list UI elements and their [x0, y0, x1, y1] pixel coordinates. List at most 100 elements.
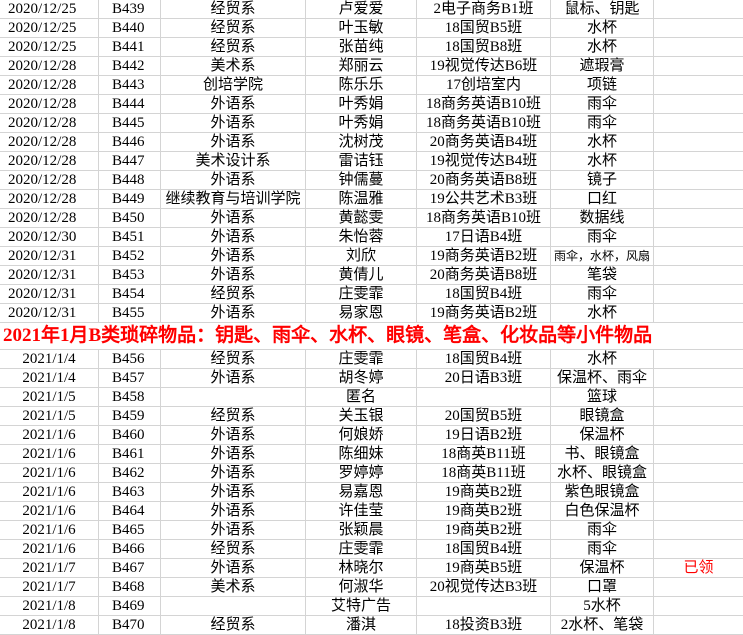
department-cell[interactable]: 外语系 — [161, 95, 306, 114]
note-cell[interactable] — [654, 190, 743, 209]
note-cell[interactable] — [654, 114, 743, 133]
class-cell[interactable] — [417, 597, 551, 616]
department-cell[interactable]: 外语系 — [161, 266, 306, 285]
code-cell[interactable]: B468 — [99, 578, 161, 597]
code-cell[interactable]: B456 — [99, 350, 161, 369]
name-cell[interactable]: 易嘉恩 — [306, 483, 417, 502]
department-cell[interactable]: 外语系 — [161, 114, 306, 133]
code-cell[interactable]: B457 — [99, 369, 161, 388]
note-cell[interactable] — [654, 445, 743, 464]
note-cell[interactable] — [654, 266, 743, 285]
class-cell[interactable]: 19商英B2班 — [417, 521, 551, 540]
date-cell[interactable]: 2020/12/30 — [0, 228, 99, 247]
note-cell[interactable] — [654, 350, 743, 369]
code-cell[interactable]: B459 — [99, 407, 161, 426]
code-cell[interactable]: B449 — [99, 190, 161, 209]
date-cell[interactable]: 2020/12/31 — [0, 285, 99, 304]
code-cell[interactable]: B455 — [99, 304, 161, 323]
department-cell[interactable]: 外语系 — [161, 464, 306, 483]
date-cell[interactable]: 2020/12/28 — [0, 57, 99, 76]
department-cell[interactable]: 经贸系 — [161, 350, 306, 369]
name-cell[interactable]: 张苗纯 — [306, 38, 417, 57]
department-cell[interactable]: 经贸系 — [161, 285, 306, 304]
note-cell[interactable] — [654, 407, 743, 426]
name-cell[interactable]: 刘欣 — [306, 247, 417, 266]
code-cell[interactable]: B443 — [99, 76, 161, 95]
name-cell[interactable]: 关玉银 — [306, 407, 417, 426]
date-cell[interactable]: 2021/1/6 — [0, 502, 99, 521]
date-cell[interactable]: 2020/12/28 — [0, 190, 99, 209]
date-cell[interactable]: 2021/1/7 — [0, 559, 99, 578]
department-cell[interactable]: 外语系 — [161, 247, 306, 266]
item-cell[interactable]: 雨伞 — [551, 285, 654, 304]
note-cell[interactable] — [654, 388, 743, 407]
name-cell[interactable]: 陈温雅 — [306, 190, 417, 209]
note-cell[interactable] — [654, 578, 743, 597]
item-cell[interactable]: 水杯 — [551, 19, 654, 38]
department-cell[interactable]: 外语系 — [161, 304, 306, 323]
code-cell[interactable]: B461 — [99, 445, 161, 464]
class-cell[interactable]: 20国贸B5班 — [417, 407, 551, 426]
note-cell[interactable] — [654, 616, 743, 635]
note-cell[interactable] — [654, 76, 743, 95]
note-cell[interactable] — [654, 38, 743, 57]
name-cell[interactable]: 张颖晨 — [306, 521, 417, 540]
date-cell[interactable]: 2020/12/31 — [0, 266, 99, 285]
note-cell[interactable] — [654, 426, 743, 445]
date-cell[interactable]: 2020/12/25 — [0, 0, 99, 19]
code-cell[interactable]: B452 — [99, 247, 161, 266]
date-cell[interactable]: 2020/12/25 — [0, 19, 99, 38]
class-cell[interactable]: 20日语B3班 — [417, 369, 551, 388]
class-cell[interactable]: 18商英B11班 — [417, 464, 551, 483]
name-cell[interactable]: 艾特广告 — [306, 597, 417, 616]
item-cell[interactable]: 雨伞，水杯，风扇 — [551, 247, 654, 266]
class-cell[interactable]: 18投资B3班 — [417, 616, 551, 635]
note-cell[interactable] — [654, 502, 743, 521]
code-cell[interactable]: B458 — [99, 388, 161, 407]
name-cell[interactable]: 钟儒蔓 — [306, 171, 417, 190]
code-cell[interactable]: B441 — [99, 38, 161, 57]
department-cell[interactable] — [161, 388, 306, 407]
item-cell[interactable]: 2水杯、笔袋 — [551, 616, 654, 635]
item-cell[interactable]: 遮瑕膏 — [551, 57, 654, 76]
class-cell[interactable]: 18国贸B4班 — [417, 285, 551, 304]
date-cell[interactable]: 2020/12/28 — [0, 152, 99, 171]
name-cell[interactable]: 何娘娇 — [306, 426, 417, 445]
class-cell[interactable] — [417, 388, 551, 407]
note-cell[interactable] — [654, 133, 743, 152]
item-cell[interactable]: 雨伞 — [551, 540, 654, 559]
note-cell[interactable] — [654, 464, 743, 483]
date-cell[interactable]: 2021/1/4 — [0, 350, 99, 369]
item-cell[interactable]: 镜子 — [551, 171, 654, 190]
date-cell[interactable]: 2021/1/8 — [0, 597, 99, 616]
department-cell[interactable] — [161, 597, 306, 616]
department-cell[interactable]: 外语系 — [161, 521, 306, 540]
department-cell[interactable]: 外语系 — [161, 209, 306, 228]
name-cell[interactable]: 朱怡蓉 — [306, 228, 417, 247]
item-cell[interactable]: 水杯 — [551, 304, 654, 323]
item-cell[interactable]: 保温杯 — [551, 559, 654, 578]
item-cell[interactable]: 紫色眼镜盒 — [551, 483, 654, 502]
note-cell[interactable] — [654, 521, 743, 540]
date-cell[interactable]: 2021/1/8 — [0, 616, 99, 635]
date-cell[interactable]: 2021/1/6 — [0, 483, 99, 502]
item-cell[interactable]: 水杯 — [551, 350, 654, 369]
code-cell[interactable]: B470 — [99, 616, 161, 635]
note-cell[interactable] — [654, 369, 743, 388]
date-cell[interactable]: 2020/12/31 — [0, 304, 99, 323]
note-cell[interactable] — [654, 95, 743, 114]
note-cell[interactable] — [654, 171, 743, 190]
name-cell[interactable]: 易家恩 — [306, 304, 417, 323]
date-cell[interactable]: 2020/12/25 — [0, 38, 99, 57]
class-cell[interactable]: 17创培室内 — [417, 76, 551, 95]
name-cell[interactable]: 匿名 — [306, 388, 417, 407]
date-cell[interactable]: 2021/1/6 — [0, 464, 99, 483]
date-cell[interactable]: 2021/1/6 — [0, 445, 99, 464]
note-cell[interactable] — [654, 57, 743, 76]
name-cell[interactable]: 潘淇 — [306, 616, 417, 635]
department-cell[interactable]: 外语系 — [161, 228, 306, 247]
department-cell[interactable]: 继续教育与培训学院 — [161, 190, 306, 209]
name-cell[interactable]: 叶玉敏 — [306, 19, 417, 38]
name-cell[interactable]: 黄倩儿 — [306, 266, 417, 285]
item-cell[interactable]: 项链 — [551, 76, 654, 95]
